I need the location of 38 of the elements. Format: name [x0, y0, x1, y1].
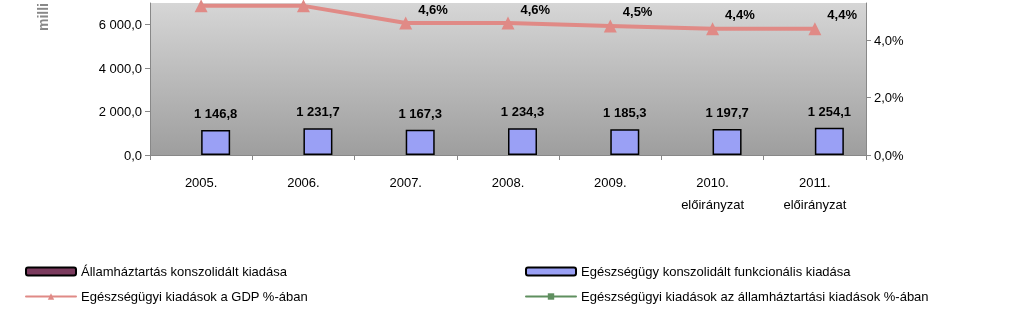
legend-label: Egészségügyi kiadások az államháztartási kiadások %-ában [581, 289, 929, 304]
x-tick-label: 2005. [184, 174, 218, 190]
data-label: 1 185,3 [603, 105, 647, 121]
data-label: 4,5% [622, 4, 653, 20]
y-tick-label: 0,0 [123, 147, 142, 163]
x-tick-label: 2008. [491, 174, 525, 190]
data-label: 1 234,3 [500, 104, 545, 120]
legend-label: Egészségügy konszolidált funkcionális kiadása [581, 264, 852, 279]
point [603, 19, 617, 33]
y-tick-label: 6 000,0 [98, 17, 142, 33]
point [194, 0, 208, 13]
point [808, 22, 822, 36]
y-axis-title: milli [35, 3, 51, 32]
point [706, 22, 720, 36]
legend-label: Egészségügyi kiadások a GDP %-ában [81, 289, 308, 304]
data-label: 4,4% [827, 7, 858, 23]
data-label: 1 146,8 [193, 106, 238, 122]
legend-label: Államháztartás konszolidált kiadása [81, 264, 288, 279]
y-tick-label: 4 000,0 [98, 60, 142, 76]
point [296, 0, 310, 13]
point [501, 16, 515, 30]
x-tick-label: 2007. [389, 174, 422, 190]
y2-tick-label: 4,0% [874, 32, 905, 48]
data-label: 4,6% [418, 1, 449, 17]
y2-tick-label: 2,0% [874, 90, 905, 106]
x-tick-label: 2010. előirányzat [681, 174, 745, 212]
data-label: 1 254,1 [807, 103, 852, 119]
x-tick-label: 2009. [594, 174, 627, 190]
data-label: 1 167,3 [398, 105, 442, 121]
data-label: 1 197,7 [705, 104, 749, 120]
y2-tick-label: 0,0% [874, 147, 905, 163]
data-label: 4,4% [725, 7, 756, 23]
data-label: 4,6% [520, 1, 551, 17]
data-label: 1 231,7 [296, 104, 340, 120]
x-tick-label: 2006. [287, 174, 320, 190]
point [399, 16, 413, 30]
y-tick-label: 2 000,0 [98, 104, 142, 120]
x-tick-label: 2011. előirányzat [783, 174, 847, 212]
